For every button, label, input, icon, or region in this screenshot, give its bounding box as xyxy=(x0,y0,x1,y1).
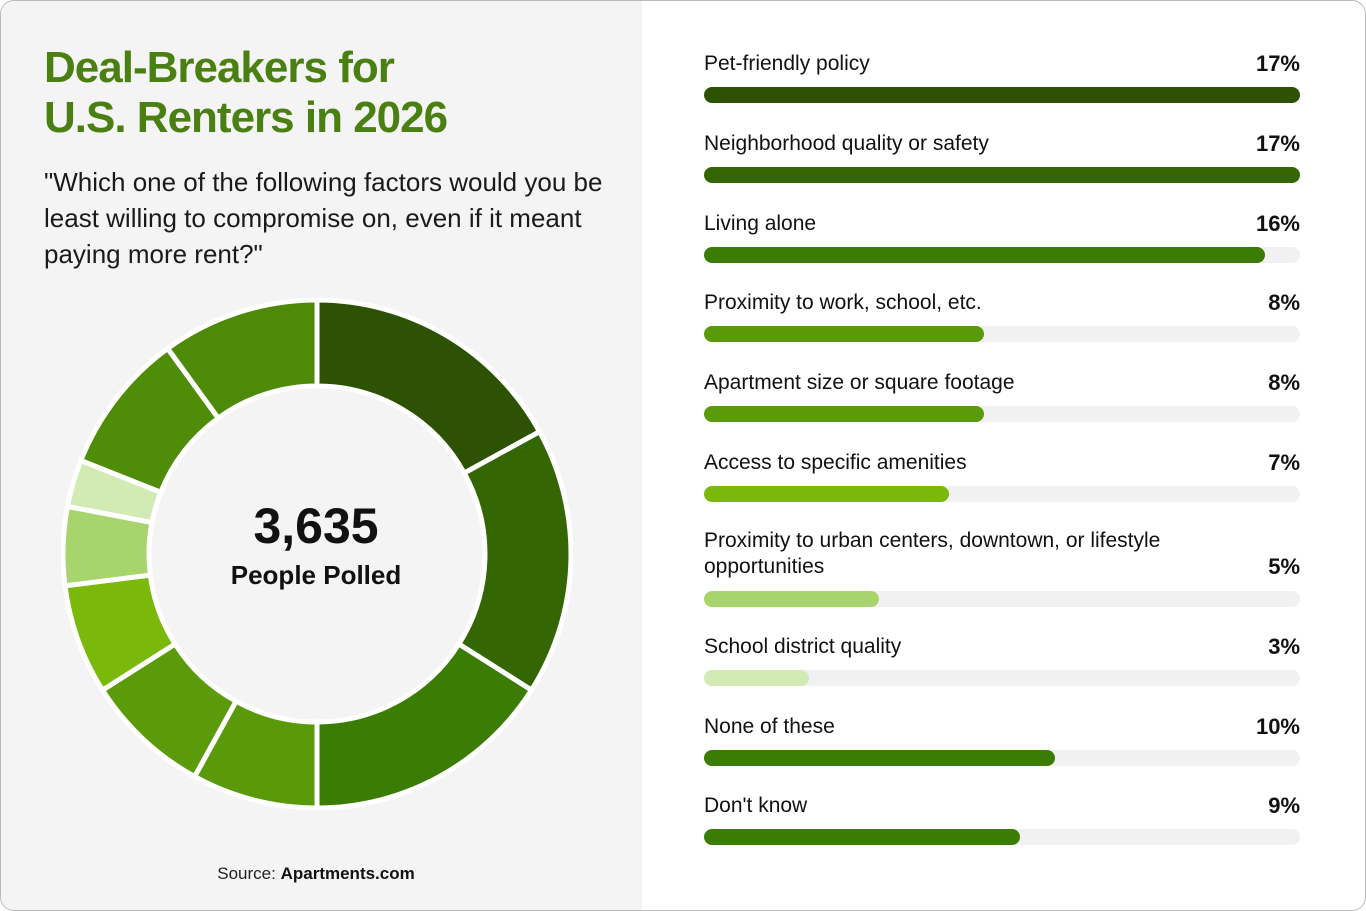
bar-value: 10% xyxy=(1255,714,1300,739)
bar-label: Pet-friendly policy xyxy=(704,52,870,75)
bar-label: Proximity to urban centers, downtown, or… xyxy=(704,529,1161,578)
bar-track xyxy=(704,829,1300,845)
bar-fill xyxy=(704,167,1300,183)
bar-track xyxy=(704,406,1300,422)
bar-value: 3% xyxy=(1268,634,1300,659)
source-name: Apartments.com xyxy=(280,864,415,883)
bar-label: Proximity to work, school, etc. xyxy=(704,291,982,314)
bar-fill xyxy=(704,750,1055,766)
bar-label: School district quality xyxy=(704,635,902,658)
poll-count-label: People Polled xyxy=(230,560,402,590)
bar-fill xyxy=(704,406,985,422)
bar-label: Apartment size or square footage xyxy=(704,371,1015,394)
bar-label: Access to specific amenities xyxy=(704,451,967,474)
bar-value: 7% xyxy=(1268,450,1300,475)
bar-value: 17% xyxy=(1255,51,1300,76)
bar-list: Pet-friendly policy 17% Neighborhood qua… xyxy=(642,1,1365,910)
title-line-2: U.S. Renters in 2026 xyxy=(44,93,448,142)
bar-track xyxy=(704,326,1300,342)
donut-center: 3,635 People Polled xyxy=(156,496,476,591)
bar-label: Neighborhood quality or safety xyxy=(704,132,989,155)
bar-track xyxy=(704,167,1300,183)
bar-fill xyxy=(704,247,1265,263)
bar-label: None of these xyxy=(704,715,835,738)
bar-value: 8% xyxy=(1268,370,1300,395)
bar-value: 17% xyxy=(1255,131,1300,156)
bar-track xyxy=(704,591,1300,607)
title-line-1: Deal-Breakers for xyxy=(44,43,395,92)
bar-fill xyxy=(704,87,1300,103)
page-title: Deal-Breakers for U.S. Renters in 2026 xyxy=(44,43,448,143)
survey-question: "Which one of the following factors woul… xyxy=(44,167,603,269)
bar-fill xyxy=(704,670,810,686)
bar-fill xyxy=(704,486,950,502)
left-panel: Deal-Breakers for U.S. Renters in 2026 "… xyxy=(1,1,642,910)
bar-track xyxy=(704,670,1300,686)
bar-value: 8% xyxy=(1268,290,1300,315)
donut-segment xyxy=(314,640,535,810)
bar-fill xyxy=(704,326,985,342)
bar-track xyxy=(704,486,1300,502)
bar-label: Don't know xyxy=(704,794,808,817)
bar-label: Living alone xyxy=(704,212,817,235)
donut-segment xyxy=(314,298,543,477)
poll-count: 3,635 xyxy=(253,498,379,554)
bar-value: 16% xyxy=(1255,211,1300,236)
bar-fill xyxy=(704,829,1020,845)
bar-track xyxy=(704,750,1300,766)
bar-value: 9% xyxy=(1268,793,1300,818)
bar-fill xyxy=(704,591,880,607)
bar-value: 5% xyxy=(1268,554,1300,579)
source-prefix: Source: xyxy=(217,864,276,883)
source-note: Source: Apartments.com xyxy=(1,864,631,884)
bar-track xyxy=(704,87,1300,103)
bar-track xyxy=(704,247,1300,263)
donut-chart xyxy=(61,298,573,810)
donut-segment xyxy=(164,298,320,422)
